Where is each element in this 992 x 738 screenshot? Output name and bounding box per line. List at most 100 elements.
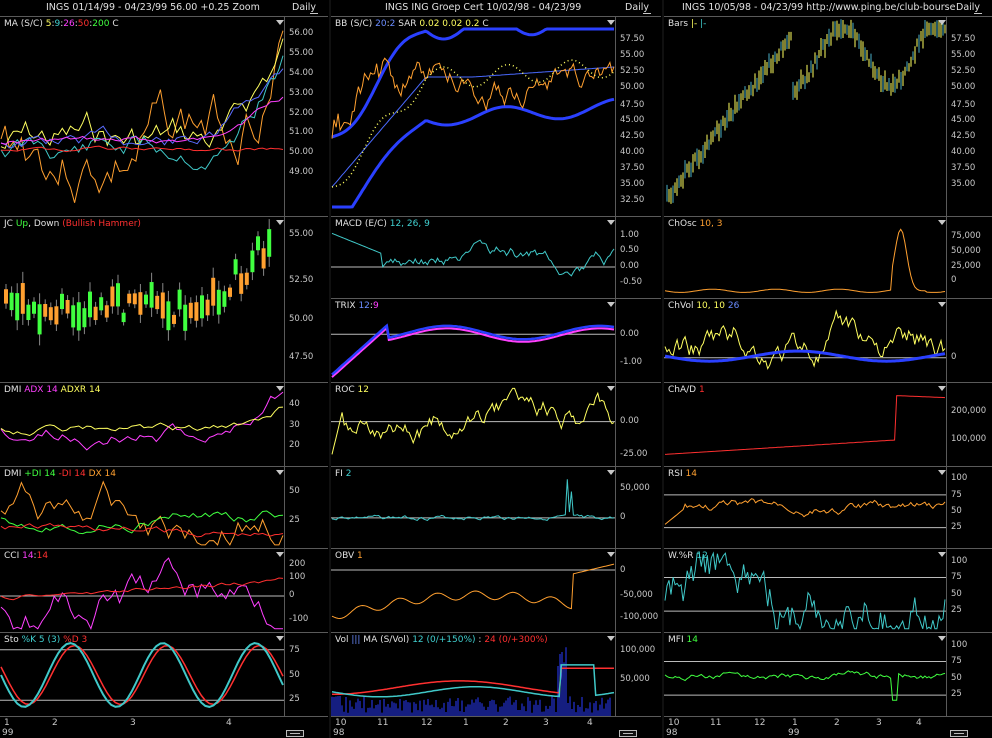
right-y-axis: 75,000 50,000 25,000 0 xyxy=(946,217,992,298)
panel-label-part: 10, 3 xyxy=(699,219,723,229)
minus-di-line xyxy=(0,522,284,538)
y-axis-label: 42.50 xyxy=(620,131,645,142)
panel-label-part: 1 xyxy=(357,551,363,561)
middle-y-axis: 100,000 50,000 xyxy=(615,633,661,716)
adxr-line xyxy=(0,406,284,437)
right-indicator-panel: W.%R 12 100 75 50 25 xyxy=(664,548,992,632)
panel-menu-triangle-icon[interactable] xyxy=(276,386,284,391)
y-axis-label: 47.50 xyxy=(620,99,645,110)
column-divider xyxy=(329,0,331,738)
y-axis-label: 52.50 xyxy=(620,65,645,76)
middle-title-bar: INGS ING Groep Cert 10/02/98 - 04/23/99 xyxy=(331,0,661,16)
panel-menu-triangle-icon[interactable] xyxy=(276,636,284,641)
panel-menu-triangle-icon[interactable] xyxy=(276,470,284,475)
panel-menu-triangle-icon[interactable] xyxy=(938,302,946,307)
panel-menu-triangle-icon[interactable] xyxy=(938,470,946,475)
middle-period-dropdown[interactable]: Daily xyxy=(625,0,652,16)
left-panel-label[interactable]: JC Up, Down (Bullish Hammer) xyxy=(4,219,141,229)
candle-body xyxy=(250,250,255,273)
y-axis-label: 50.00 xyxy=(289,147,314,158)
y-axis-label: 37.50 xyxy=(951,163,976,174)
middle-plot-area xyxy=(331,232,615,277)
left-panel-label[interactable]: DMI ADX 14 ADXR 14 xyxy=(4,385,101,395)
y-axis-label: 200 xyxy=(289,558,306,569)
right-panel-label[interactable]: Bars |- |- xyxy=(668,19,706,29)
right-period-dropdown[interactable]: Daily xyxy=(956,0,983,16)
left-scroll-button[interactable] xyxy=(286,730,304,737)
panel-label-part: 26 xyxy=(63,19,75,29)
right-y-axis: 100 75 50 25 xyxy=(946,549,992,632)
panel-menu-triangle-icon[interactable] xyxy=(607,302,615,307)
panel-menu-triangle-icon[interactable] xyxy=(607,636,615,641)
panel-label-part: 14 xyxy=(36,551,49,561)
panel-label-part: DMI xyxy=(4,469,25,479)
right-scroll-button[interactable] xyxy=(950,730,968,737)
panel-menu-triangle-icon[interactable] xyxy=(938,220,946,225)
panel-menu-triangle-icon[interactable] xyxy=(938,552,946,557)
candle-body xyxy=(20,283,25,314)
middle-panel-label[interactable]: FI 2 xyxy=(335,469,351,479)
middle-scroll-button[interactable] xyxy=(619,730,637,737)
right-panel-label[interactable]: ChA/D 1 xyxy=(668,385,705,395)
panel-label-part: 12 xyxy=(358,301,370,311)
panel-label-part: (Bullish Hammer) xyxy=(59,219,141,229)
candle-body xyxy=(82,308,87,328)
right-panel-label[interactable]: RSI 14 xyxy=(668,469,697,479)
right-y-axis: 100 75 50 25 xyxy=(946,633,992,716)
candle-body xyxy=(71,305,76,328)
panel-menu-triangle-icon[interactable] xyxy=(938,636,946,641)
candle-body xyxy=(188,302,193,319)
panel-menu-triangle-icon[interactable] xyxy=(276,552,284,557)
ma-26-line xyxy=(0,68,284,149)
panel-menu-triangle-icon[interactable] xyxy=(276,220,284,225)
candle-body xyxy=(244,272,249,285)
panel-label-part: 0.2 xyxy=(465,19,480,29)
panel-label-part: 12 (0/+150%) xyxy=(412,635,476,645)
panel-label-part: : xyxy=(33,551,37,561)
middle-panel-label[interactable]: ROC 12 xyxy=(335,385,369,395)
panel-label-part: FI xyxy=(335,469,346,479)
panel-label-part: 10, 10 xyxy=(696,301,725,311)
panel-label-part: 2 xyxy=(389,19,396,29)
panel-menu-triangle-icon[interactable] xyxy=(607,386,615,391)
left-x-year: 99 xyxy=(2,728,14,738)
left-panel-label[interactable]: CCI 14:14 xyxy=(4,551,48,561)
middle-x-label: 4 xyxy=(587,718,593,728)
middle-panel-label[interactable]: OBV 1 xyxy=(335,551,363,561)
middle-panel-label[interactable]: TRIX 12:9 xyxy=(335,301,379,311)
middle-indicator-panel: TRIX 12:9 0.00 -1.00 xyxy=(331,298,661,382)
middle-x-label: 1 xyxy=(463,718,469,728)
mfi-line xyxy=(664,670,946,701)
right-indicator-panel: ChA/D 1 200,000 100,000 xyxy=(664,382,992,466)
left-panel-label[interactable]: Sto %K 5 (3) %D 3 xyxy=(4,635,87,645)
right-panel-label[interactable]: W.%R 12 xyxy=(668,551,708,561)
middle-panel-label[interactable]: BB (S/C) 20:2 SAR 0.02 0.02 0.2 C xyxy=(335,19,489,29)
panel-label-part: Vol xyxy=(335,635,352,645)
panel-menu-triangle-icon[interactable] xyxy=(276,20,284,25)
left-plot-area xyxy=(4,219,272,346)
middle-y-axis: 0.00 -25.00 xyxy=(615,383,661,466)
candle-body xyxy=(166,301,171,331)
obv-line xyxy=(331,563,615,620)
middle-panel-label[interactable]: Vol ||| MA (S/Vol) 12 (0/+150%) : 24 (0/… xyxy=(335,635,548,645)
y-axis-label: 75,000 xyxy=(951,231,981,242)
panel-menu-triangle-icon[interactable] xyxy=(938,20,946,25)
left-plot-area xyxy=(0,642,284,708)
panel-menu-triangle-icon[interactable] xyxy=(607,220,615,225)
y-axis-label: 25 xyxy=(289,514,300,525)
panel-menu-triangle-icon[interactable] xyxy=(607,20,615,25)
right-panel-label[interactable]: ChOsc 10, 3 xyxy=(668,219,722,229)
y-axis-label: 30 xyxy=(289,419,300,430)
left-panel-label[interactable]: MA (S/C) 5:9:26:50:200 C xyxy=(4,19,119,29)
left-panel-label[interactable]: DMI +DI 14 -DI 14 DX 14 xyxy=(4,469,116,479)
panel-menu-triangle-icon[interactable] xyxy=(607,552,615,557)
right-panel-label[interactable]: MFI 14 xyxy=(668,635,698,645)
panel-menu-triangle-icon[interactable] xyxy=(607,470,615,475)
dx-line xyxy=(0,480,284,546)
panel-menu-triangle-icon[interactable] xyxy=(938,386,946,391)
left-period-dropdown[interactable]: Daily xyxy=(292,0,319,16)
right-x-label: 12 xyxy=(754,718,766,728)
right-panel-label[interactable]: ChVol 10, 10 26 xyxy=(668,301,739,311)
middle-panel-label[interactable]: MACD (E/C) 12, 26, 9 xyxy=(335,219,430,229)
y-axis-label: -25.00 xyxy=(620,449,648,460)
